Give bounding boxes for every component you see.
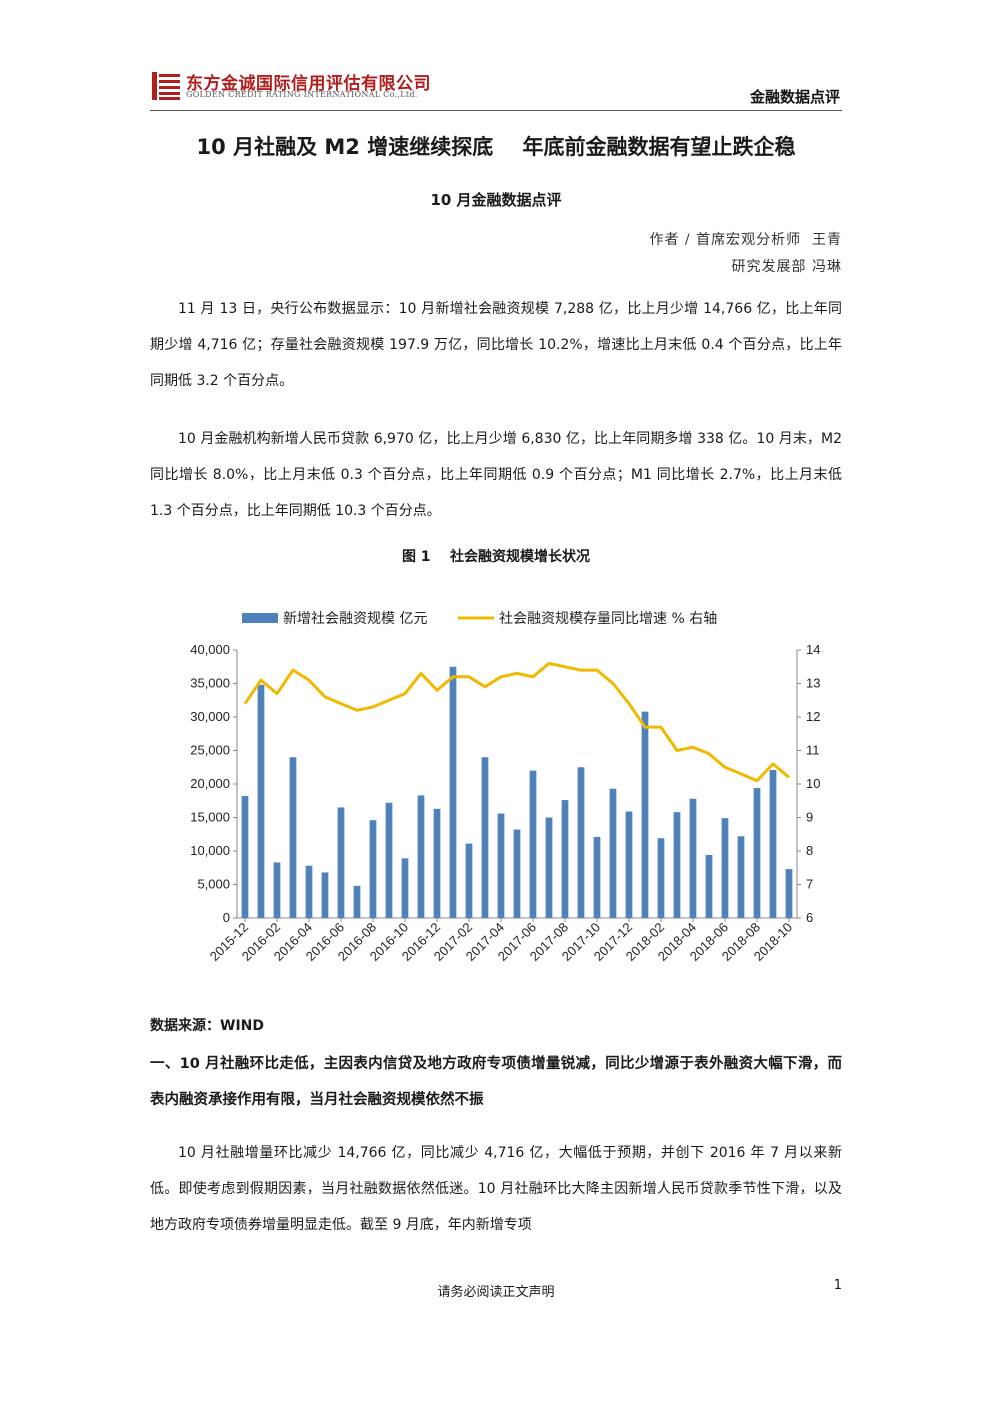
right-tick-label: 12 <box>806 709 820 724</box>
company-name-en: GOLDEN CREDIT RATING INTERNATIONAL Co.,L… <box>186 90 418 99</box>
footer-disclaimer: 请务必阅读正文声明 <box>437 1285 555 1300</box>
right-tick-label: 14 <box>806 642 820 657</box>
bar <box>609 788 617 918</box>
company-logo-icon <box>152 72 180 100</box>
left-tick-label: 30,000 <box>190 709 230 724</box>
left-tick-label: 35,000 <box>190 676 230 691</box>
right-tick-label: 13 <box>806 676 820 691</box>
bar <box>401 858 409 918</box>
left-tick-label: 25,000 <box>190 743 230 758</box>
right-tick-label: 10 <box>806 776 820 791</box>
bar <box>785 869 793 918</box>
legend-bar-swatch <box>242 613 278 623</box>
bar <box>673 812 681 918</box>
right-tick-label: 6 <box>806 910 813 925</box>
legend-line-label: 社会融资规模存量同比增速 % 右轴 <box>499 611 717 627</box>
left-tick-label: 15,000 <box>190 810 230 825</box>
figure-caption: 图 1 社会融资规模增长状况 <box>401 549 591 565</box>
right-tick-label: 9 <box>806 810 813 825</box>
bar <box>753 788 761 918</box>
section-heading-1: 一、10 月社融环比走低，主因表内信贷及地方政府专项债增量锐减，同比少增源于表外… <box>150 1056 842 1108</box>
header-section-label: 金融数据点评 <box>749 88 840 106</box>
bar <box>465 843 473 918</box>
legend-bar-label: 新增社会融资规模 亿元 <box>283 611 427 627</box>
document-subtitle: 10 月金融数据点评 <box>430 191 562 209</box>
bar <box>417 795 425 918</box>
bar <box>529 770 537 918</box>
bar <box>241 796 249 918</box>
bar <box>257 684 265 918</box>
right-tick-label: 8 <box>806 843 813 858</box>
bar <box>561 800 569 918</box>
paragraph-3: 10 月社融增量环比减少 14,766 亿，同比减少 4,716 亿，大幅低于预… <box>150 1145 842 1233</box>
left-tick-label: 10,000 <box>190 843 230 858</box>
bar <box>433 808 441 918</box>
bar <box>689 798 697 918</box>
bar <box>305 865 313 918</box>
bar <box>321 872 329 918</box>
paragraph-2: 10 月金融机构新增人民币贷款 6,970 亿，比上月少增 6,830 亿，比上… <box>150 431 842 519</box>
bar <box>449 666 457 918</box>
page-header: 东方金诚国际信用评估有限公司 GOLDEN CREDIT RATING INTE… <box>150 66 842 111</box>
bar <box>705 855 713 918</box>
document-title: 10 月社融及 M2 增速继续探底 年底前金融数据有望止跌企稳 <box>196 135 796 159</box>
bar <box>737 836 745 918</box>
bar <box>513 829 521 918</box>
bar <box>369 820 377 918</box>
bar <box>577 767 585 918</box>
bar <box>385 802 393 918</box>
author-line-1: 作者 / 首席宏观分析师 王青 <box>649 232 842 248</box>
bar <box>657 838 665 918</box>
left-tick-label: 0 <box>223 910 230 925</box>
page-number: 1 <box>833 1278 842 1293</box>
bar <box>545 817 553 918</box>
bar <box>273 862 281 918</box>
bar <box>481 757 489 918</box>
growth-rate-line <box>243 661 790 783</box>
right-tick-label: 7 <box>806 877 813 892</box>
bar <box>497 813 505 918</box>
bar <box>289 757 297 918</box>
bar <box>769 769 777 918</box>
bar <box>593 836 601 918</box>
left-tick-label: 5,000 <box>197 877 230 892</box>
data-source: 数据来源：WIND <box>150 1018 264 1034</box>
bar <box>625 811 633 918</box>
bar <box>721 818 729 918</box>
left-tick-label: 40,000 <box>190 642 230 657</box>
bar <box>337 807 345 918</box>
social-financing-chart: 40,000 35,000 30,000 25,000 20,000 15,000 10,0… <box>190 611 820 964</box>
paragraph-1: 11 月 13 日，央行公布数据显示：10 月新增社会融资规模 7,288 亿，… <box>150 301 842 389</box>
left-tick-label: 20,000 <box>190 776 230 791</box>
author-line-2: 研究发展部 冯琳 <box>731 259 842 275</box>
bar <box>641 711 649 918</box>
right-tick-label: 11 <box>806 743 820 758</box>
company-name-cn: 东方金诚国际信用评估有限公司 <box>186 74 431 94</box>
bar <box>353 885 361 918</box>
